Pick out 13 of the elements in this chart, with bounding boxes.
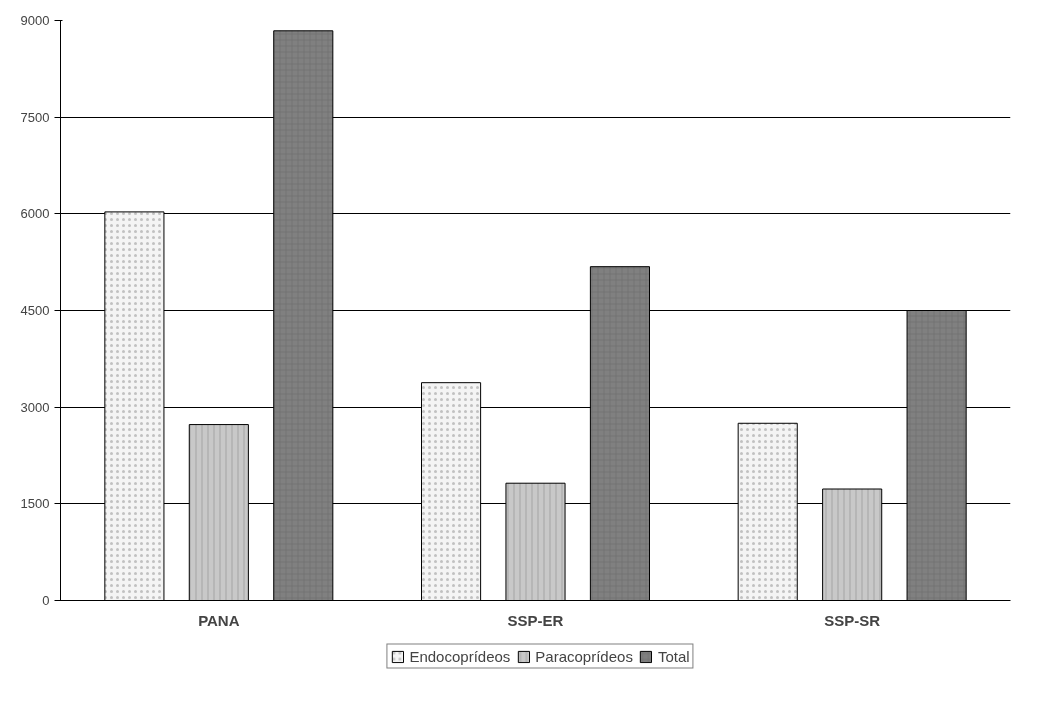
y-tick-label: 3000 xyxy=(20,399,50,415)
y-tick-label: 4500 xyxy=(20,303,50,318)
x-tick-label: PANA xyxy=(198,611,240,629)
x-tick-label: SSP-SR xyxy=(824,611,881,629)
legend-label: Paracoprídeos xyxy=(535,647,633,665)
y-tick-label: 6000 xyxy=(20,206,50,222)
y-tick-label: 0 xyxy=(42,593,50,608)
legend-label: Endocoprídeos xyxy=(409,647,511,665)
y-tick-label: 9000 xyxy=(20,13,50,28)
x-tick-label: SSP-ER xyxy=(507,611,564,629)
y-tick-label: 1500 xyxy=(20,496,50,512)
legend-label: Total xyxy=(657,647,690,665)
y-tick-label: 7500 xyxy=(20,109,50,125)
